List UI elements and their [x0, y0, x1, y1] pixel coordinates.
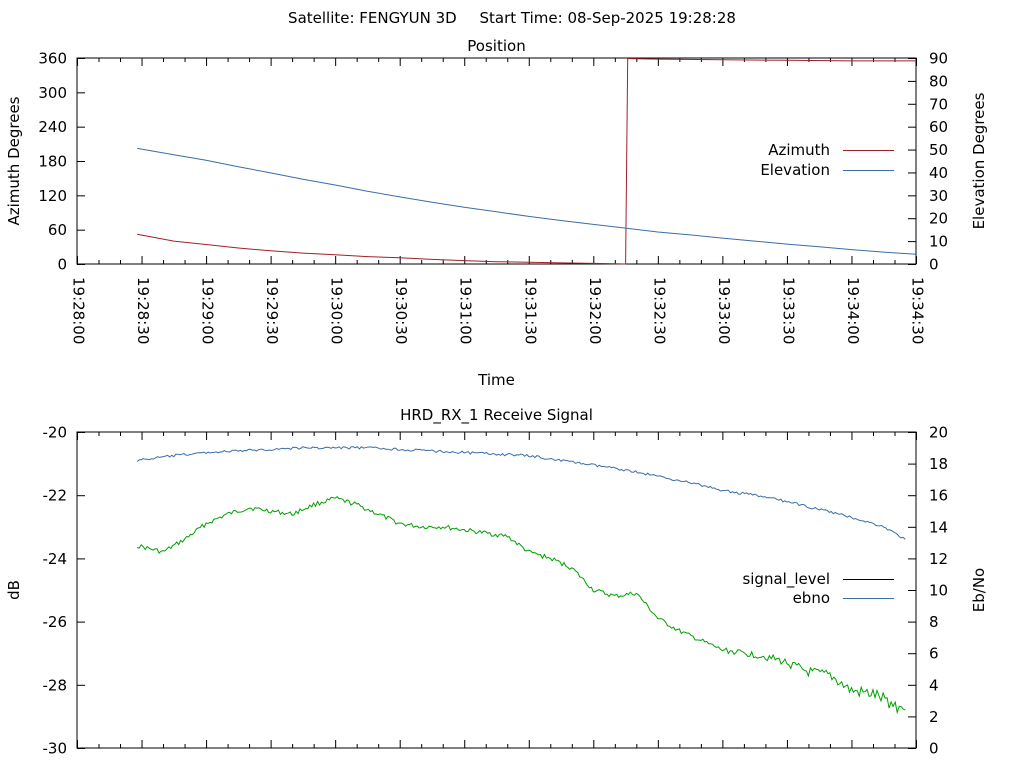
- y2-tick-label: 4: [929, 676, 939, 694]
- x-tick-label: 19:30:00: [328, 277, 346, 344]
- y2-tick-label: 80: [929, 72, 948, 90]
- y2-tick-label: 2: [929, 708, 939, 726]
- y2-tick-label: 16: [929, 487, 948, 505]
- y-axis-label: dB: [5, 580, 23, 600]
- series-line-signal_level: [137, 496, 906, 715]
- y-tick-label: 300: [38, 84, 67, 102]
- y2-tick-label: 0: [929, 256, 939, 274]
- x-tick-label: 19:33:30: [779, 277, 797, 344]
- y2-tick-label: 30: [929, 187, 948, 205]
- y-tick-label: -26: [43, 613, 68, 631]
- y-tick-label: -20: [43, 424, 68, 442]
- x-tick-label: 19:31:30: [521, 277, 539, 344]
- y-tick-label: 180: [38, 153, 67, 171]
- y-tick-label: -30: [43, 740, 68, 758]
- x-tick-label: 19:32:30: [650, 277, 668, 344]
- series-line-elevation: [137, 147, 917, 255]
- plot-frame: [76, 431, 917, 749]
- y2-tick-label: 40: [929, 164, 948, 182]
- y2-tick-label: 20: [929, 424, 948, 442]
- chart-title: Position: [467, 37, 525, 55]
- y-axis-label: Azimuth Degrees: [5, 96, 23, 225]
- y2-axis-label: Eb/No: [970, 568, 988, 612]
- series-line-azimuth: [137, 58, 916, 265]
- y-tick-label: 0: [57, 256, 67, 274]
- y2-tick-label: 14: [929, 518, 948, 536]
- start-time-label: Start Time: 08-Sep-2025 19:28:28: [480, 9, 736, 27]
- legend-label: ebno: [793, 589, 830, 607]
- y-tick-label: -22: [43, 487, 68, 505]
- y-tick-label: -28: [43, 676, 68, 694]
- y2-tick-label: 90: [929, 50, 948, 68]
- y2-tick-label: 70: [929, 95, 948, 113]
- chart-title: HRD_RX_1 Receive Signal: [400, 406, 593, 425]
- svg-text:Satellite: FENGYUN 3D Star: Satellite: FENGYUN 3D Start Time: 08-Sep…: [288, 9, 736, 27]
- x-tick-label: 19:33:00: [715, 277, 733, 344]
- satellite-label: Satellite: FENGYUN 3D: [288, 9, 457, 27]
- receive-signal-panel: HRD_RX_1 Receive Signal -20 -22 -24 -26 -28 -3…: [5, 406, 988, 758]
- position-panel: Position 19:28:00 19:28:30 19:29:00 19:29:30…: [5, 37, 988, 389]
- y2-tick-label: 8: [929, 613, 939, 631]
- series-line-ebno: [136, 446, 906, 540]
- x-tick-label: 19:29:00: [199, 277, 217, 344]
- x-tick-label: 19:34:30: [909, 277, 927, 344]
- x-tick-label: 19:32:00: [586, 277, 604, 344]
- y-tick-label: 120: [38, 187, 67, 205]
- x-tick-label: 19:34:00: [844, 277, 862, 344]
- x-tick-label: 19:28:00: [70, 277, 88, 344]
- legend-label: Elevation: [760, 161, 830, 179]
- x-tick-label: 19:29:30: [263, 277, 281, 344]
- y-tick-label: 240: [38, 118, 67, 136]
- y2-tick-label: 10: [929, 582, 948, 600]
- y2-tick-label: 6: [929, 645, 939, 663]
- x-tick-label: 19:30:30: [392, 277, 410, 344]
- y2-tick-label: 60: [929, 118, 948, 136]
- y-tick-label: -24: [43, 550, 68, 568]
- y2-tick-label: 50: [929, 141, 948, 159]
- legend-label: Azimuth: [768, 141, 830, 159]
- y2-tick-label: 10: [929, 233, 948, 251]
- y2-tick-label: 20: [929, 210, 948, 228]
- y2-axis-label: Elevation Degrees: [970, 92, 988, 229]
- y-tick-label: 360: [38, 50, 67, 68]
- y2-tick-label: 0: [929, 740, 939, 758]
- x-axis-label: Time: [477, 371, 515, 389]
- x-tick-label: 19:28:30: [134, 277, 152, 344]
- y2-tick-label: 18: [929, 455, 948, 473]
- y2-tick-label: 12: [929, 550, 948, 568]
- y-tick-label: 60: [48, 221, 67, 239]
- legend-label: signal_level: [742, 570, 830, 589]
- x-tick-label: 19:31:00: [457, 277, 475, 344]
